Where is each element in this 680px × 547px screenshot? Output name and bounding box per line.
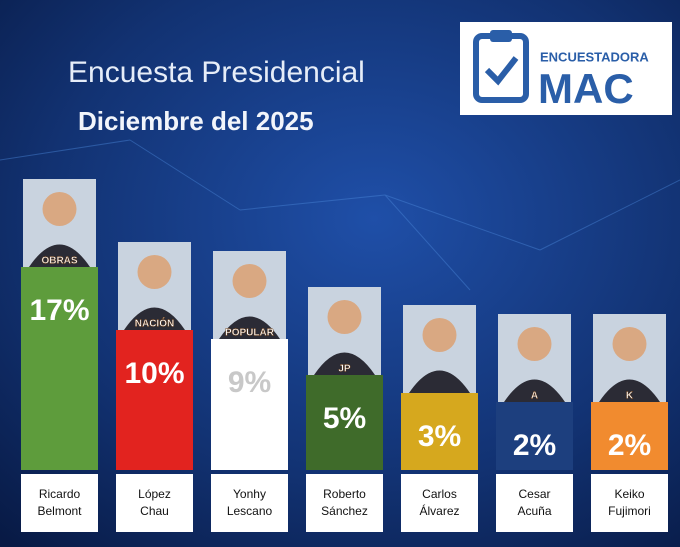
candidate-name: López Chau	[138, 487, 171, 518]
bar	[401, 393, 478, 470]
name-box	[116, 474, 193, 532]
name-line: Cesar	[518, 487, 550, 501]
name-line: Carlos	[422, 487, 457, 501]
bar	[211, 339, 288, 470]
name-line: Álvarez	[419, 503, 459, 518]
name-line: Roberto	[323, 487, 366, 501]
name-line: López	[138, 487, 171, 501]
photo-head	[327, 300, 362, 334]
name-line: Acuña	[517, 504, 551, 518]
value-label: 2%	[608, 429, 651, 462]
value-label: 3%	[418, 420, 461, 453]
name-line: Yonhy	[233, 487, 266, 501]
party-label: A	[531, 391, 538, 402]
chart-subtitle: Diciembre del 2025	[78, 106, 314, 136]
name-box	[21, 474, 98, 532]
party-label: OBRAS	[41, 256, 77, 267]
photo-body	[219, 316, 280, 339]
value-label: 17%	[29, 294, 89, 327]
logo-check	[484, 56, 519, 86]
candidate-name: Ricardo Belmont	[37, 487, 82, 518]
chart-title: Encuesta Presidencial	[68, 56, 365, 89]
value-label: 5%	[323, 402, 366, 435]
logo-clip	[490, 30, 512, 42]
name-box	[401, 474, 478, 532]
name-line: Lescano	[227, 504, 273, 518]
value-label: 10%	[124, 357, 184, 390]
photo-head	[422, 318, 457, 352]
party-label: POPULAR	[225, 328, 275, 339]
photo-body	[409, 370, 470, 393]
name-line: Chau	[140, 504, 169, 518]
photo-body	[599, 379, 660, 402]
name-line: Fujimori	[608, 504, 651, 518]
photo-head	[42, 192, 77, 226]
name-box	[306, 474, 383, 532]
logo-line1: ENCUESTADORA	[540, 49, 649, 64]
bar	[306, 375, 383, 470]
photo-head	[612, 327, 647, 361]
photo-body	[314, 352, 375, 375]
bar	[116, 330, 193, 470]
name-line: Belmont	[37, 504, 82, 518]
photo-head	[137, 255, 172, 289]
bar	[496, 402, 573, 470]
bar	[591, 402, 668, 470]
candidate-name: Yonhy Lescano	[227, 487, 273, 518]
photo-head	[232, 264, 267, 298]
name-box	[496, 474, 573, 532]
candidate-name: Keiko Fujimori	[608, 487, 651, 518]
candidate-name: Roberto Sánchez	[321, 487, 368, 518]
network-lines	[0, 139, 680, 291]
name-line: Keiko	[614, 487, 644, 501]
candidate-name: Carlos Álvarez	[419, 487, 459, 518]
logo: ENCUESTADORA MAC	[460, 22, 672, 115]
logo-line2: MAC	[538, 65, 634, 112]
photo-body	[504, 379, 565, 402]
bar	[21, 267, 98, 470]
photo-body	[124, 307, 185, 330]
value-label: 2%	[513, 429, 556, 462]
name-line: Sánchez	[321, 504, 368, 518]
party-label: NACIÓN	[135, 317, 174, 330]
party-label: K	[626, 391, 634, 402]
name-box	[591, 474, 668, 532]
photo-head	[517, 327, 552, 361]
photo-body	[29, 244, 90, 267]
value-label: 9%	[228, 366, 271, 399]
name-line: Ricardo	[39, 487, 81, 501]
party-label: JP	[338, 364, 351, 375]
candidate-name: Cesar Acuña	[517, 487, 551, 518]
name-box	[211, 474, 288, 532]
